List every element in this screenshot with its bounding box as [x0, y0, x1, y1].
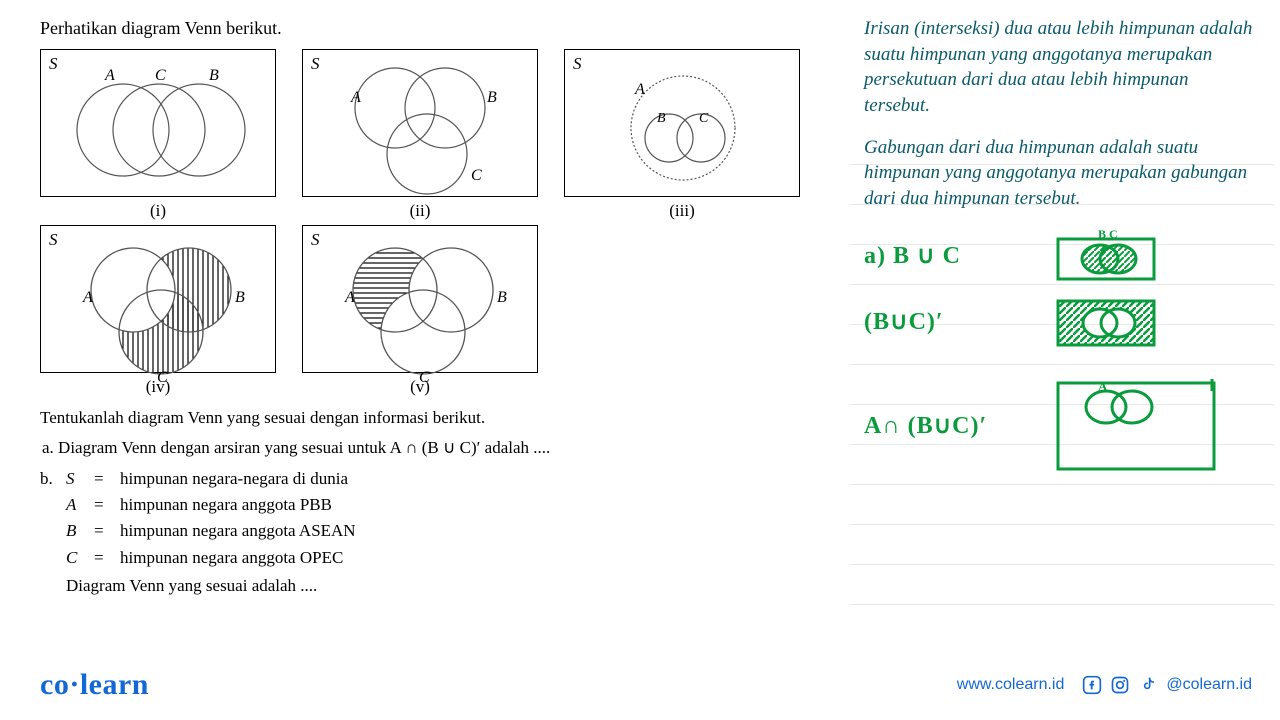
footer-handle[interactable]: @colearn.id	[1166, 676, 1252, 694]
caption-iii: (iii)	[669, 201, 695, 221]
hand-label-1: a) B ∪ C	[864, 241, 1034, 270]
venn-iii: S A B C (iii)	[564, 49, 800, 221]
notes-panel: Irisan (interseksi) dua atau lebih himpu…	[850, 0, 1280, 720]
svg-text:B: B	[497, 289, 507, 306]
svg-text:C: C	[155, 67, 166, 84]
prompt-line: Tentukanlah diagram Venn yang sesuai den…	[40, 405, 838, 431]
svg-text:B: B	[657, 111, 666, 126]
hand-row-2: (B∪C)′	[864, 293, 1258, 349]
opt-row: A=himpunan negara anggota PBB	[66, 492, 356, 518]
caption-ii: (ii)	[410, 201, 431, 221]
hand-sketch-3: A	[1052, 375, 1222, 475]
svg-text:C: C	[157, 369, 168, 386]
hand-row-3: A∩ (B∪C)′ A	[864, 375, 1258, 475]
svg-text:C: C	[419, 369, 430, 386]
venn-v-svg: A B C	[303, 226, 539, 386]
s-label: S	[49, 54, 58, 74]
opt-row: C=himpunan negara anggota OPEC	[66, 545, 356, 571]
s-label: S	[311, 54, 320, 74]
prompt-block: Tentukanlah diagram Venn yang sesuai den…	[40, 405, 838, 599]
svg-text:A: A	[350, 89, 361, 106]
title: Perhatikan diagram Venn berikut.	[40, 18, 838, 39]
handwriting: a) B ∪ C B C (B∪C)′	[864, 227, 1258, 475]
venn-ii-svg: A B C	[303, 50, 539, 198]
question-panel: Perhatikan diagram Venn berikut. S A C B…	[0, 0, 850, 720]
hand-sketch-2	[1052, 293, 1162, 349]
opt-row: S=himpunan negara-negara di dunia	[66, 466, 356, 492]
opt-row: B=himpunan negara anggota ASEAN	[66, 518, 356, 544]
venn-iii-svg: A B C	[565, 50, 801, 198]
s-label: S	[573, 54, 582, 74]
diagram-row-2: S	[40, 225, 838, 397]
social-icons: @colearn.id	[1082, 675, 1252, 695]
s-label: S	[49, 230, 58, 250]
venn-ii: S A B C (ii)	[302, 49, 538, 221]
venn-i: S A C B (i)	[40, 49, 276, 221]
venn-i-svg: A C B	[41, 50, 277, 198]
question-a: a. Diagram Venn dengan arsiran yang sesu…	[40, 435, 838, 461]
s-label: S	[311, 230, 320, 250]
svg-text:A: A	[82, 289, 93, 306]
qb-tail: Diagram Venn yang sesuai adalah ....	[66, 573, 356, 599]
hand-label-2: (B∪C)′	[864, 307, 1034, 336]
footer-url[interactable]: www.colearn.id	[957, 676, 1065, 694]
tiktok-icon[interactable]	[1138, 675, 1158, 695]
hand-row-1: a) B ∪ C B C	[864, 227, 1258, 283]
instagram-icon[interactable]	[1110, 675, 1130, 695]
svg-text:C: C	[699, 111, 709, 126]
diagram-row-1: S A C B (i) S	[40, 49, 838, 221]
hand-sketch-1: B C	[1052, 227, 1162, 283]
svg-text:A: A	[344, 289, 355, 306]
brand-logo: co·learn	[40, 668, 149, 702]
definition-intersection: Irisan (interseksi) dua atau lebih himpu…	[864, 16, 1258, 119]
hand-label-3: A∩ (B∪C)′	[864, 411, 1034, 440]
footer-right: www.colearn.id @colearn.id	[957, 675, 1252, 695]
qb-lead: b.	[40, 466, 66, 600]
svg-text:A: A	[104, 67, 115, 84]
caption-i: (i)	[150, 201, 166, 221]
svg-text:B: B	[209, 67, 219, 84]
venn-iv-svg: A B C	[41, 226, 277, 386]
svg-text:B: B	[235, 289, 245, 306]
footer: co·learn www.colearn.id @colearn.id	[40, 668, 1252, 702]
svg-text:A: A	[634, 81, 645, 98]
venn-v: S	[302, 225, 538, 397]
svg-text:B: B	[487, 89, 497, 106]
venn-iv: S	[40, 225, 276, 397]
facebook-icon[interactable]	[1082, 675, 1102, 695]
definition-union: Gabungan dari dua himpunan adalah suatu …	[864, 135, 1258, 212]
svg-text:C: C	[471, 167, 482, 184]
